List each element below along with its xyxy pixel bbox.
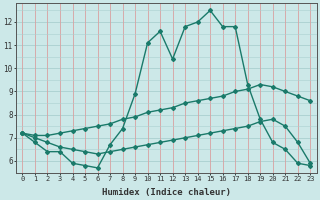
X-axis label: Humidex (Indice chaleur): Humidex (Indice chaleur) [102,188,231,197]
